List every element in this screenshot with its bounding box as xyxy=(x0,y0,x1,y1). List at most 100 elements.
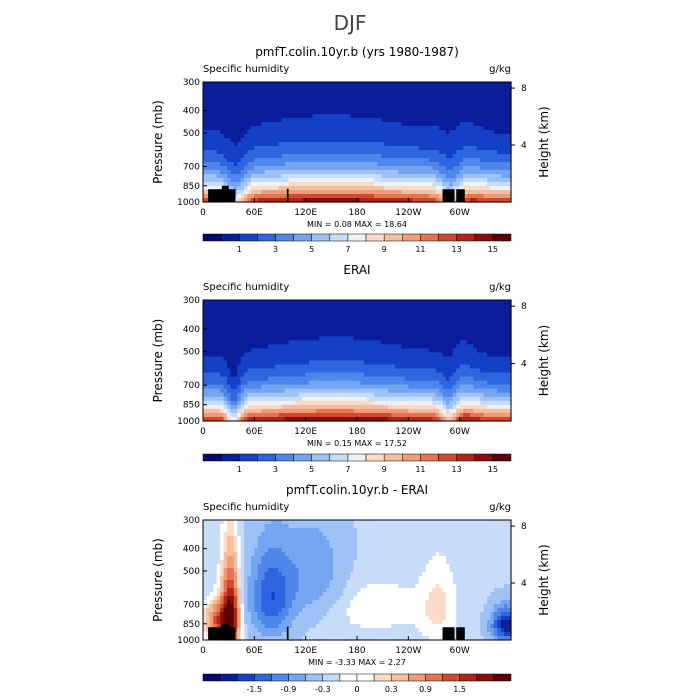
field-cell xyxy=(476,360,481,366)
field-cell xyxy=(391,340,396,345)
field-cell xyxy=(360,304,365,309)
field-cell xyxy=(490,308,495,313)
terrain-block xyxy=(286,188,289,202)
field-cell xyxy=(209,376,214,382)
field-cell xyxy=(203,158,208,163)
field-cell xyxy=(295,384,300,390)
field-cell xyxy=(223,328,228,333)
field-cell xyxy=(247,360,252,366)
field-cell xyxy=(411,122,416,127)
field-cell xyxy=(363,122,368,127)
field-cell xyxy=(387,324,392,329)
field-cell xyxy=(360,324,365,329)
field-cell xyxy=(456,352,461,358)
field-cell xyxy=(203,82,208,87)
field-cell xyxy=(449,86,454,91)
field-cell xyxy=(309,388,314,394)
field-cell xyxy=(322,158,327,163)
field-cell xyxy=(428,392,433,398)
field-cell xyxy=(504,380,509,386)
field-cell xyxy=(315,336,320,341)
field-cell xyxy=(315,154,320,159)
field-cell xyxy=(346,122,351,127)
field-cell xyxy=(278,186,283,191)
field-cell xyxy=(315,98,320,103)
field-cell xyxy=(476,320,481,325)
field-cell xyxy=(435,332,440,337)
field-cell xyxy=(425,308,430,313)
field-cell xyxy=(220,376,225,382)
field-cell xyxy=(250,194,255,199)
field-cell xyxy=(391,368,396,374)
field-cell xyxy=(322,380,327,386)
field-cell xyxy=(230,102,235,107)
field-cell xyxy=(387,376,392,382)
field-cell xyxy=(312,372,317,378)
field-cell xyxy=(226,166,231,171)
field-cell xyxy=(456,150,461,155)
field-cell xyxy=(298,392,303,398)
field-cell xyxy=(487,376,492,382)
field-cell xyxy=(213,142,218,147)
field-cell xyxy=(288,166,293,171)
field-cell xyxy=(439,380,444,386)
field-cell xyxy=(466,182,471,187)
field-cell xyxy=(408,94,413,99)
field-cell xyxy=(469,134,474,139)
field-cell xyxy=(387,380,392,386)
field-cell xyxy=(463,360,468,366)
field-cell xyxy=(500,392,505,398)
field-cell xyxy=(442,110,447,115)
field-cell xyxy=(394,336,399,341)
field-cell xyxy=(394,368,399,374)
field-cell xyxy=(360,86,365,91)
field-cell xyxy=(339,372,344,378)
field-cell xyxy=(203,360,208,366)
field-cell xyxy=(387,158,392,163)
field-cell xyxy=(329,316,334,321)
field-cell xyxy=(257,336,262,341)
field-cell xyxy=(295,170,300,175)
field-cell xyxy=(469,94,474,99)
field-cell xyxy=(226,396,231,402)
field-cell xyxy=(288,146,293,151)
field-cell xyxy=(476,90,481,95)
field-cell xyxy=(247,384,252,390)
field-cell xyxy=(357,154,362,159)
field-cell xyxy=(483,182,488,187)
field-cell xyxy=(288,102,293,107)
field-cell xyxy=(360,130,365,135)
field-cell xyxy=(250,324,255,329)
field-cell xyxy=(339,364,344,370)
field-cell xyxy=(206,142,211,147)
field-cell xyxy=(466,110,471,115)
field-cell xyxy=(240,328,245,333)
field-cell xyxy=(343,138,348,143)
field-cell xyxy=(254,126,259,131)
field-cell xyxy=(439,134,444,139)
field-cell xyxy=(295,304,300,309)
field-cell xyxy=(285,178,290,183)
field-cell xyxy=(398,392,403,398)
field-cell xyxy=(203,368,208,374)
field-cell xyxy=(404,396,409,402)
colorbar-swatch xyxy=(456,233,476,242)
field-cell xyxy=(230,340,235,345)
field-cell xyxy=(329,82,334,87)
field-cell xyxy=(223,142,228,147)
field-cell xyxy=(476,138,481,143)
field-cell xyxy=(233,154,238,159)
field-cell xyxy=(370,82,375,87)
field-cell xyxy=(226,316,231,321)
field-cell xyxy=(281,118,286,123)
field-cell xyxy=(244,328,249,333)
field-cell xyxy=(230,106,235,111)
field-cell xyxy=(257,150,262,155)
field-cell xyxy=(487,166,492,171)
field-cell xyxy=(504,336,509,341)
field-cell xyxy=(343,384,348,390)
field-cell xyxy=(452,130,457,135)
field-cell xyxy=(377,162,382,167)
field-cell xyxy=(428,174,433,179)
field-cell xyxy=(353,174,358,179)
